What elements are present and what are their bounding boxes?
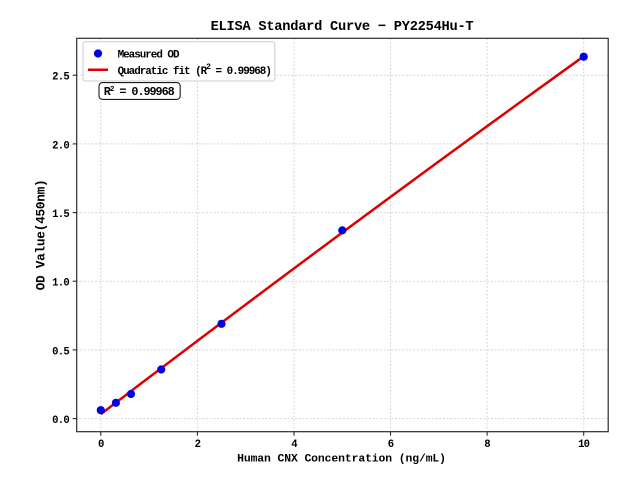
svg-text:2: 2 xyxy=(195,439,201,451)
svg-text:Human CNX Concentration (ng/mL: Human CNX Concentration (ng/mL) xyxy=(237,453,446,465)
svg-text:10: 10 xyxy=(578,439,590,451)
svg-text:0.5: 0.5 xyxy=(52,346,69,358)
svg-text:OD Value(450nm): OD Value(450nm) xyxy=(34,180,49,291)
svg-text:ELISA Standard Curve − PY2254H: ELISA Standard Curve − PY2254Hu-T xyxy=(211,20,474,35)
svg-text:2.0: 2.0 xyxy=(52,140,69,152)
svg-text:1.0: 1.0 xyxy=(52,278,69,290)
svg-text:0.0: 0.0 xyxy=(52,415,69,427)
svg-text:6: 6 xyxy=(388,439,394,451)
svg-text:0: 0 xyxy=(98,439,104,451)
svg-text:Measured OD: Measured OD xyxy=(118,50,180,62)
svg-text:2.5: 2.5 xyxy=(52,72,69,84)
svg-text:8: 8 xyxy=(484,439,490,451)
svg-text:Quadratic fit (R2 = 0.99968): Quadratic fit (R2 = 0.99968) xyxy=(118,63,271,78)
svg-text:R2 = 0.99968: R2 = 0.99968 xyxy=(104,85,175,99)
svg-text:4: 4 xyxy=(291,439,298,451)
svg-text:1.5: 1.5 xyxy=(52,209,69,221)
